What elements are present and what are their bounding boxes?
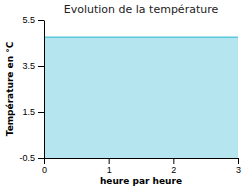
tick-label: 1: [107, 165, 112, 175]
tick-mark: [44, 158, 45, 164]
tick-mark: [38, 66, 44, 67]
marks: [44, 37, 238, 158]
tick-label: 3.5: [22, 61, 35, 71]
tick-label: 1.5: [22, 107, 35, 117]
tick-label: 0: [42, 165, 47, 175]
tick-mark: [173, 158, 174, 164]
title: Evolution de la température: [64, 3, 219, 16]
chart: 0 1 2 3 -0.5 1.5 3.5 5.5 Evolution de la tempéra…: [0, 0, 250, 188]
line: [44, 37, 238, 39]
x-axis: 0 1 2 3: [42, 158, 241, 175]
tick-label: 5.5: [22, 15, 35, 25]
tick: 3: [236, 158, 241, 175]
tick-mark: [238, 158, 239, 164]
tick-label: -0.5: [19, 153, 35, 163]
tick: -0.5: [19, 153, 44, 163]
tick: 0: [42, 158, 47, 175]
plot: 0 1 2 3 -0.5 1.5 3.5 5.5: [19, 15, 241, 175]
tick: 1: [107, 158, 112, 175]
axis-line: [44, 21, 45, 159]
tick: 5.5: [22, 15, 44, 25]
axis-line: [45, 158, 239, 159]
tick: 3.5: [22, 61, 44, 71]
tick: 1.5: [22, 107, 44, 117]
tick-mark: [38, 20, 44, 21]
area: [44, 37, 238, 158]
tick-mark: [109, 158, 110, 164]
x-axis-title: heure par heure: [100, 176, 182, 186]
y-axis: -0.5 1.5 3.5 5.5: [19, 15, 44, 163]
tick-mark: [38, 158, 44, 159]
tick-label: 2: [171, 165, 176, 175]
y-axis-title: Température en °C: [5, 41, 15, 136]
tick: 2: [171, 158, 176, 175]
tick-mark: [38, 112, 44, 113]
tick-label: 3: [236, 165, 241, 175]
